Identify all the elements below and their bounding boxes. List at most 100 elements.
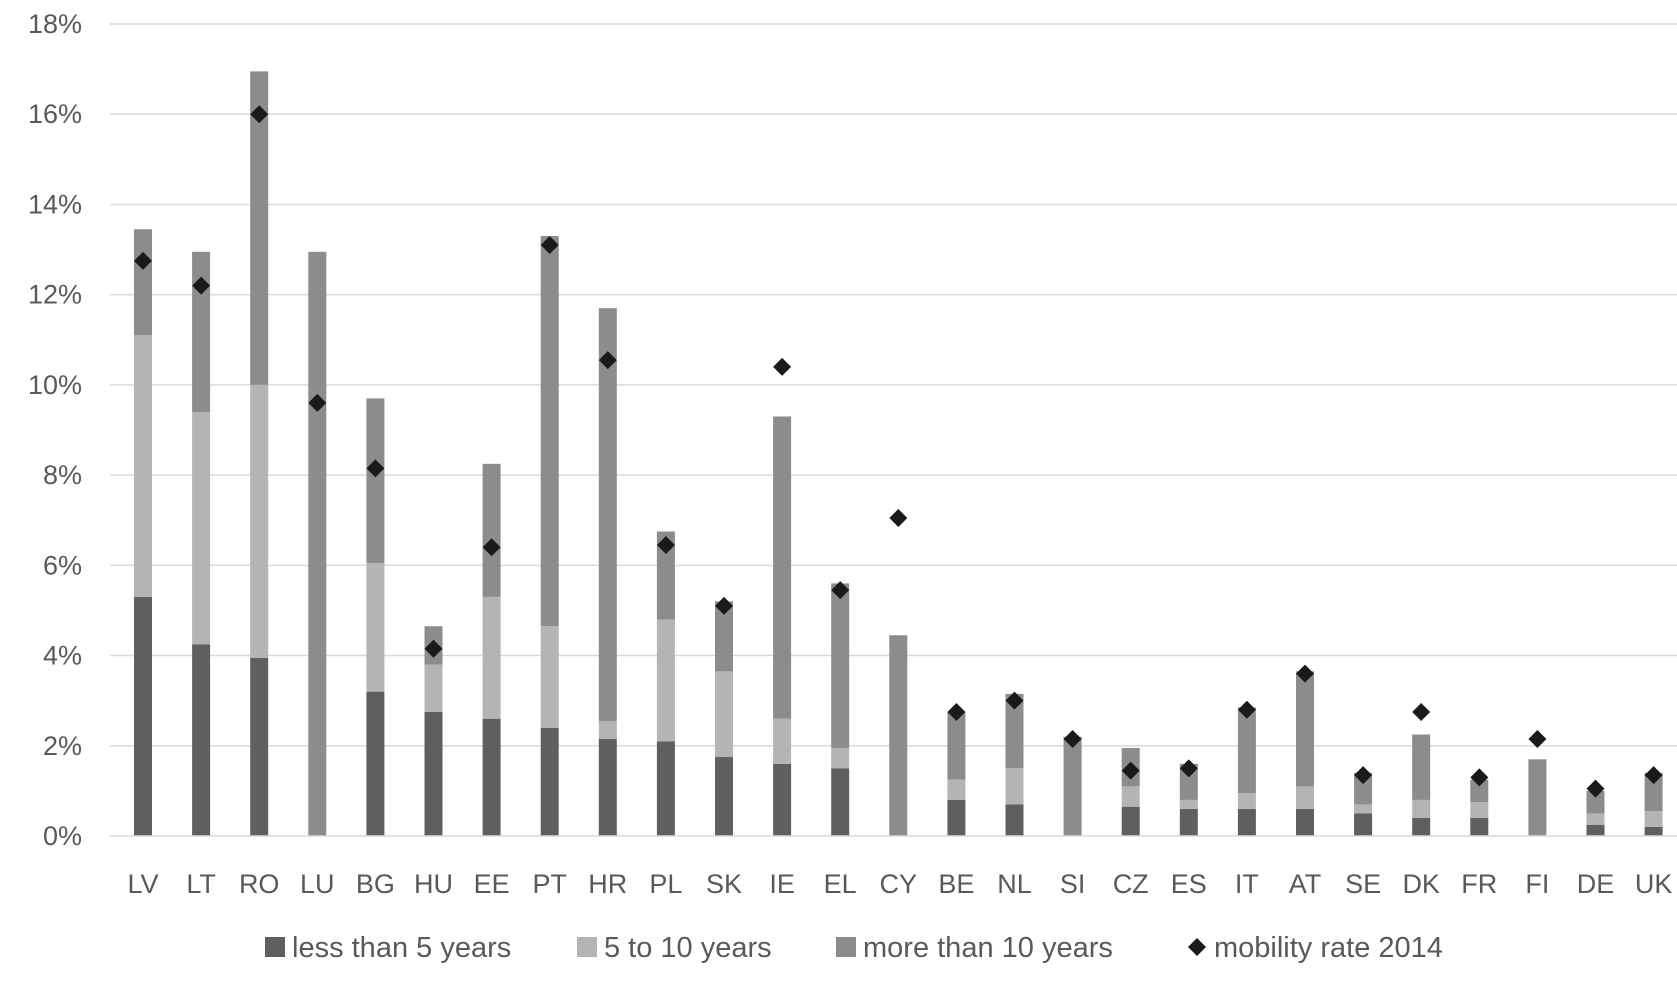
bar-segment bbox=[1296, 786, 1314, 809]
bar-segment bbox=[1063, 736, 1082, 836]
bar-segment bbox=[1470, 779, 1489, 803]
bar-segment bbox=[366, 563, 385, 692]
bar-segment bbox=[1586, 813, 1605, 825]
bar-segment bbox=[1470, 802, 1489, 818]
bar-segment bbox=[1296, 808, 1314, 836]
x-tick-label: FI bbox=[1525, 869, 1549, 899]
bar-segment bbox=[192, 251, 211, 412]
mobility-marker bbox=[192, 276, 211, 295]
mobility-marker bbox=[482, 538, 501, 557]
bar-segment bbox=[308, 251, 327, 837]
y-tick-label: 8% bbox=[43, 460, 82, 490]
x-tick-label: EE bbox=[474, 869, 510, 899]
bar-segment bbox=[482, 463, 501, 597]
mobility-marker bbox=[656, 536, 675, 555]
bar-segment bbox=[192, 411, 211, 645]
x-tick-label: IE bbox=[769, 869, 795, 899]
legend-swatch bbox=[265, 937, 285, 957]
mobility-marker bbox=[1179, 759, 1198, 778]
bar-segment bbox=[1005, 804, 1024, 836]
mobility-marker bbox=[889, 508, 908, 527]
bar-segment bbox=[1586, 790, 1605, 814]
y-tick-label: 18% bbox=[28, 9, 82, 39]
bar-segment bbox=[831, 768, 850, 836]
y-tick-label: 14% bbox=[28, 189, 82, 219]
mobility-marker bbox=[366, 459, 385, 478]
bar-segment bbox=[1237, 793, 1256, 809]
bar-segment bbox=[540, 626, 559, 728]
y-axis-ticks: 0% 2% 4% 6% 8% 10% 12% 14% 16% 18% bbox=[28, 9, 82, 851]
bar-segment bbox=[540, 727, 559, 836]
legend-label: less than 5 years bbox=[292, 932, 511, 964]
bar-segment bbox=[1179, 808, 1198, 836]
bar-segment bbox=[366, 398, 385, 564]
bar-segment bbox=[773, 718, 792, 764]
bar-segment bbox=[715, 757, 733, 836]
x-tick-label: LV bbox=[127, 869, 158, 899]
x-tick-label: NL bbox=[997, 869, 1032, 899]
bar-segment bbox=[366, 691, 385, 836]
bar-segment bbox=[773, 416, 792, 719]
bar-segment bbox=[482, 718, 501, 836]
y-tick-label: 16% bbox=[28, 99, 82, 129]
bar-segment bbox=[1237, 707, 1256, 794]
x-tick-label: PL bbox=[649, 869, 682, 899]
mobility-marker bbox=[308, 393, 327, 412]
bar-segment bbox=[773, 763, 792, 836]
bar-segment bbox=[1528, 759, 1547, 836]
y-tick-label: 10% bbox=[28, 370, 82, 400]
bar-segment bbox=[598, 720, 617, 740]
bar-segment bbox=[1237, 808, 1256, 836]
mobility-marker bbox=[715, 596, 733, 615]
bar-segment bbox=[947, 711, 966, 780]
mobility-marker bbox=[424, 639, 443, 658]
bars bbox=[134, 71, 1663, 837]
x-tick-label: SE bbox=[1345, 869, 1381, 899]
bar-segment bbox=[715, 671, 733, 758]
bar-segment bbox=[1412, 734, 1431, 800]
x-tick-label: DE bbox=[1577, 869, 1615, 899]
bar-segment bbox=[250, 657, 269, 836]
bar-segment bbox=[889, 635, 908, 836]
bar-segment bbox=[134, 335, 152, 597]
bar-segment bbox=[947, 779, 966, 800]
bar-segment bbox=[424, 711, 443, 836]
bar-segment bbox=[1412, 817, 1431, 836]
x-tick-label: HU bbox=[414, 869, 453, 899]
bar-segment bbox=[1644, 826, 1663, 836]
x-tick-label: HR bbox=[588, 869, 627, 899]
x-tick-label: FR bbox=[1461, 869, 1497, 899]
bar-segment bbox=[656, 531, 675, 620]
mobility-markers bbox=[134, 105, 1663, 798]
mobility-marker bbox=[947, 702, 966, 721]
mobility-marker bbox=[1528, 730, 1547, 749]
bar-segment bbox=[947, 799, 966, 836]
x-tick-label: ES bbox=[1171, 869, 1207, 899]
bar-segment bbox=[656, 619, 675, 742]
mobility-marker bbox=[1412, 702, 1431, 721]
bar-segment bbox=[1354, 772, 1373, 805]
bar-segment bbox=[1179, 799, 1198, 809]
bar-segment bbox=[1005, 768, 1024, 805]
legend-swatch bbox=[1188, 938, 1206, 956]
bar-segment bbox=[1354, 813, 1373, 836]
mobility-marker bbox=[1586, 779, 1605, 798]
legend-label: mobility rate 2014 bbox=[1214, 932, 1443, 964]
bar-segment bbox=[134, 596, 152, 836]
y-tick-label: 2% bbox=[43, 731, 82, 761]
x-tick-label: BG bbox=[356, 869, 395, 899]
x-tick-label: LT bbox=[186, 869, 216, 899]
mobility-marker bbox=[134, 251, 152, 270]
bar-segment bbox=[250, 71, 269, 385]
y-tick-label: 12% bbox=[28, 280, 82, 310]
x-tick-label: UK bbox=[1635, 869, 1673, 899]
mobility-marker bbox=[540, 236, 559, 255]
mobility-marker bbox=[250, 105, 269, 124]
bar-segment bbox=[1644, 772, 1663, 812]
legend: less than 5 years 5 to 10 years more than … bbox=[265, 932, 1443, 964]
mobility-marker bbox=[1063, 730, 1082, 749]
mobility-marker bbox=[1005, 691, 1024, 710]
bar-segment bbox=[1121, 806, 1140, 836]
